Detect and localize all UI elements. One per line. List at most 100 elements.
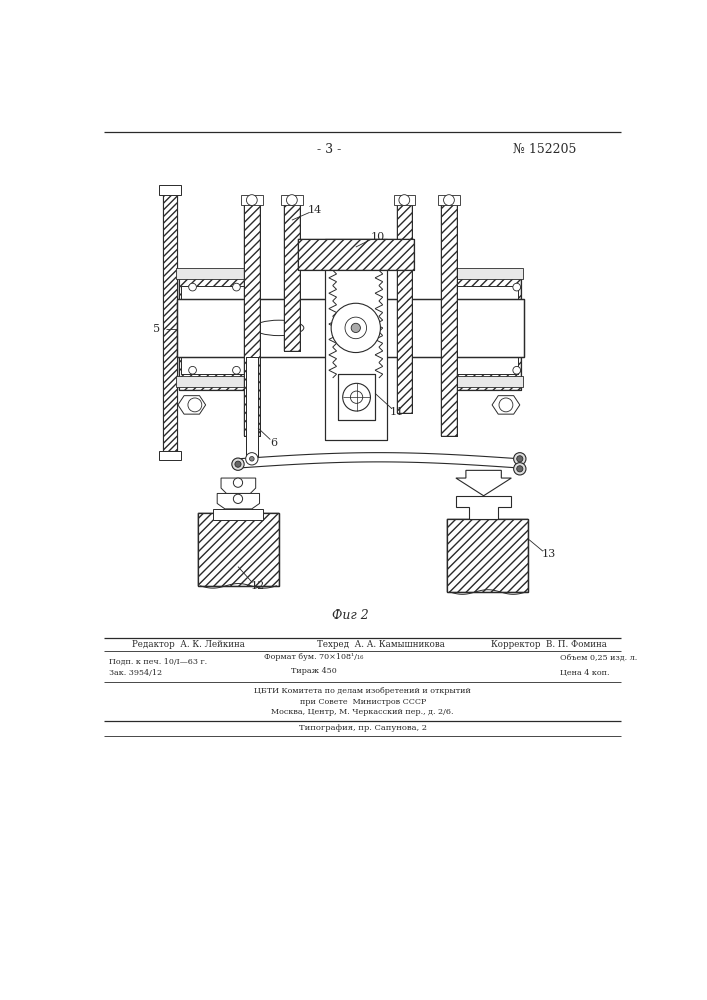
Text: Объем 0,25 изд. л.: Объем 0,25 изд. л. (560, 653, 637, 661)
Bar (397, 197, 412, 413)
Polygon shape (492, 396, 520, 414)
Text: 12: 12 (251, 581, 265, 591)
Circle shape (351, 323, 361, 333)
Bar (448, 270, 521, 389)
Text: Зак. 3954/12: Зак. 3954/12 (110, 669, 163, 677)
Text: 11: 11 (390, 407, 404, 417)
Text: Корректор  В. П. Фомина: Корректор В. П. Фомина (491, 640, 607, 649)
Text: № 152205: № 152205 (513, 143, 576, 156)
Ellipse shape (254, 320, 304, 336)
Bar (177, 301, 216, 315)
Bar (325, 239, 387, 440)
Bar (448, 270, 521, 389)
Circle shape (232, 458, 244, 470)
Text: 6: 6 (270, 438, 277, 448)
Bar (176, 376, 253, 387)
Bar (446, 268, 523, 279)
Text: 5: 5 (153, 324, 160, 334)
Circle shape (513, 366, 520, 374)
Bar (181, 286, 250, 374)
Text: Редактор  А. К. Лейкина: Редактор А. К. Лейкина (132, 640, 245, 649)
Bar (450, 286, 518, 374)
Circle shape (513, 283, 520, 291)
Bar (246, 357, 258, 457)
Circle shape (499, 398, 513, 412)
Bar (244, 197, 259, 436)
Bar (163, 189, 177, 451)
Bar (448, 519, 528, 592)
Circle shape (286, 195, 297, 205)
Text: Формат бум. 70×108¹/₁₆: Формат бум. 70×108¹/₁₆ (264, 653, 363, 661)
Bar (284, 197, 300, 351)
Bar (448, 519, 528, 592)
Bar (394, 195, 415, 205)
Bar (241, 195, 262, 205)
Bar (181, 286, 250, 374)
Polygon shape (456, 496, 511, 519)
Circle shape (514, 463, 526, 475)
Bar (284, 197, 300, 351)
Text: - 3 -: - 3 - (317, 143, 341, 156)
Polygon shape (221, 478, 256, 493)
Bar (298, 239, 414, 270)
Circle shape (514, 453, 526, 465)
Circle shape (446, 283, 454, 291)
Bar (160, 451, 181, 460)
Text: при Совете  Министров СССР: при Совете Министров СССР (300, 698, 426, 706)
Circle shape (446, 366, 454, 374)
Text: Фиг 2: Фиг 2 (332, 609, 369, 622)
Circle shape (331, 303, 380, 353)
Bar (160, 185, 181, 195)
Bar (298, 239, 414, 270)
Polygon shape (178, 396, 206, 414)
Circle shape (233, 494, 243, 503)
Circle shape (233, 366, 240, 374)
Bar (198, 513, 279, 586)
Circle shape (343, 383, 370, 411)
Circle shape (443, 195, 455, 205)
Bar (438, 195, 460, 205)
Text: ЦБТИ Комитета по делам изобретений и открытий: ЦБТИ Комитета по делам изобретений и отк… (255, 687, 471, 695)
Bar (244, 197, 259, 436)
Text: Техред  А. А. Камышникова: Техред А. А. Камышникова (317, 640, 445, 649)
Text: Типография, пр. Сапунова, 2: Типография, пр. Сапунова, 2 (299, 724, 427, 732)
Bar (397, 197, 412, 413)
Circle shape (461, 306, 508, 353)
Bar (176, 268, 253, 279)
Circle shape (233, 283, 240, 291)
Bar (325, 239, 387, 440)
Bar (244, 197, 259, 436)
Circle shape (189, 366, 197, 374)
Bar (281, 195, 303, 205)
Circle shape (246, 453, 258, 465)
Circle shape (247, 195, 257, 205)
Text: Цена 4 коп.: Цена 4 коп. (560, 669, 609, 677)
Bar (397, 197, 412, 413)
Text: Москва, Центр, М. Черкасский пер., д. 2/6.: Москва, Центр, М. Черкасский пер., д. 2/… (271, 708, 454, 716)
Circle shape (209, 323, 221, 336)
Bar (177, 299, 524, 357)
Bar (338, 374, 375, 420)
Circle shape (233, 478, 243, 487)
Circle shape (351, 391, 363, 403)
Text: 13: 13 (541, 549, 556, 559)
Bar (198, 513, 279, 586)
Polygon shape (456, 470, 511, 496)
Circle shape (469, 314, 500, 345)
Circle shape (192, 306, 238, 353)
Bar (179, 270, 252, 389)
Text: Тираж 450: Тираж 450 (291, 667, 337, 675)
Bar (214, 509, 264, 520)
Bar (448, 519, 528, 592)
Circle shape (199, 314, 230, 345)
Circle shape (188, 398, 201, 412)
Bar (338, 374, 375, 420)
Circle shape (517, 466, 523, 472)
Bar (179, 270, 252, 389)
Circle shape (235, 461, 241, 467)
Bar (246, 357, 258, 457)
Bar (448, 270, 521, 389)
Text: Подп. к печ. 10/I—63 г.: Подп. к печ. 10/I—63 г. (110, 657, 208, 665)
Bar (177, 342, 216, 356)
Bar (284, 197, 300, 351)
